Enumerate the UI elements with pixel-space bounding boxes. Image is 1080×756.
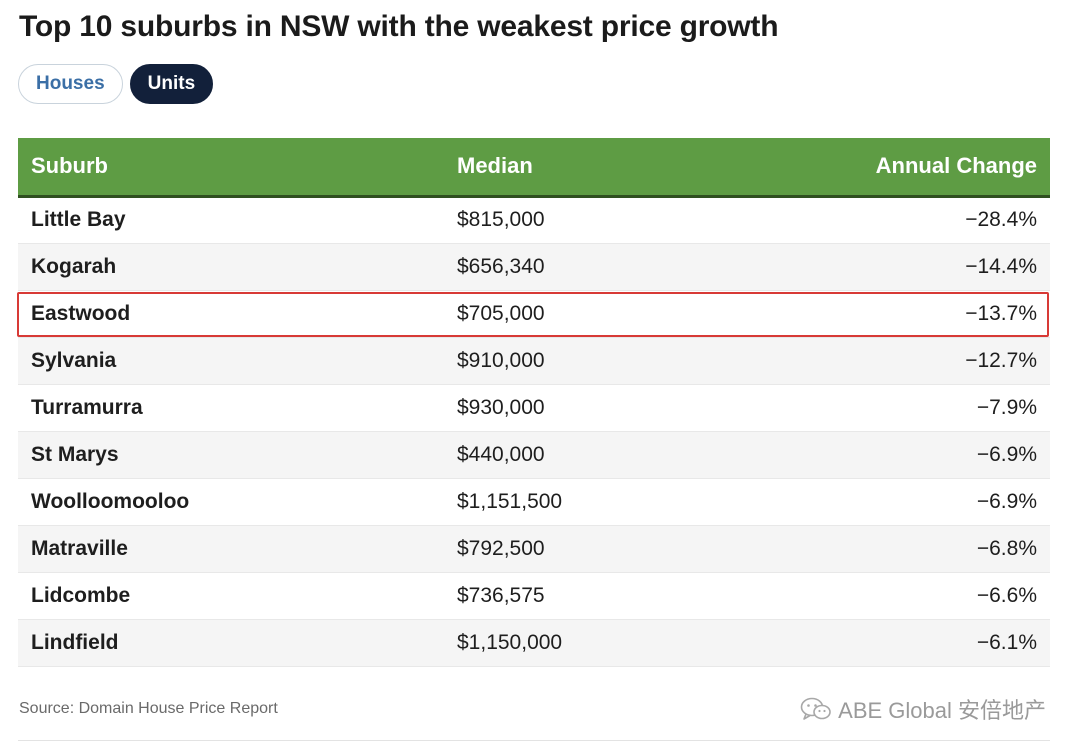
table-row: St Marys $440,000 −6.9% [18,431,1050,479]
median-cell: $792,500 [444,525,744,573]
suburb-cell: Turramurra [18,384,444,432]
divider [18,740,1050,741]
property-type-tabs: Houses Units [18,64,214,104]
header-suburb: Suburb [18,138,444,198]
page-title: Top 10 suburbs in NSW with the weakest p… [19,10,779,43]
watermark: ABE Global 安倍地产 [800,693,1046,725]
table-row: Lindfield $1,150,000 −6.1% [18,619,1050,667]
wechat-icon [800,697,831,720]
median-cell: $705,000 [444,290,744,338]
median-cell: $736,575 [444,572,744,620]
suburb-cell: Lidcombe [18,572,444,620]
suburb-cell: Matraville [18,525,444,573]
median-cell: $930,000 [444,384,744,432]
annual-change-cell: −7.9% [744,384,1050,432]
table-row: Turramurra $930,000 −7.9% [18,384,1050,432]
suburb-cell: Lindfield [18,619,444,667]
header-annual-change: Annual Change [744,138,1050,198]
table-row: Little Bay $815,000 −28.4% [18,196,1050,244]
tab-houses[interactable]: Houses [18,64,123,104]
annual-change-cell: −6.6% [744,572,1050,620]
annual-change-cell: −12.7% [744,337,1050,385]
suburbs-table-container: Suburb Median Annual Change Little Bay $… [18,138,1050,667]
annual-change-cell: −6.1% [744,619,1050,667]
median-cell: $1,151,500 [444,478,744,526]
median-cell: $910,000 [444,337,744,385]
table-row-highlighted: Eastwood $705,000 −13.7% [18,290,1050,338]
suburb-cell: Eastwood [18,290,444,338]
median-cell: $815,000 [444,196,744,244]
median-cell: $656,340 [444,243,744,291]
table-row: Sylvania $910,000 −12.7% [18,337,1050,385]
median-cell: $440,000 [444,431,744,479]
suburbs-table: Suburb Median Annual Change Little Bay $… [18,138,1050,667]
annual-change-cell: −28.4% [744,196,1050,244]
suburb-cell: Kogarah [18,243,444,291]
table-header-row: Suburb Median Annual Change [18,138,1050,198]
annual-change-cell: −6.9% [744,431,1050,479]
table-row: Lidcombe $736,575 −6.6% [18,572,1050,620]
header-median: Median [444,138,744,198]
suburb-cell: Woolloomooloo [18,478,444,526]
watermark-text: ABE Global 安倍地产 [838,698,1046,723]
annual-change-cell: −13.7% [744,290,1050,338]
annual-change-cell: −14.4% [744,243,1050,291]
table-row: Kogarah $656,340 −14.4% [18,243,1050,291]
suburb-cell: Little Bay [18,196,444,244]
suburb-cell: Sylvania [18,337,444,385]
table-row: Woolloomooloo $1,151,500 −6.9% [18,478,1050,526]
annual-change-cell: −6.8% [744,525,1050,573]
suburb-cell: St Marys [18,431,444,479]
median-cell: $1,150,000 [444,619,744,667]
annual-change-cell: −6.9% [744,478,1050,526]
table-row: Matraville $792,500 −6.8% [18,525,1050,573]
tab-units[interactable]: Units [129,64,214,104]
source-note: Source: Domain House Price Report [19,700,278,717]
